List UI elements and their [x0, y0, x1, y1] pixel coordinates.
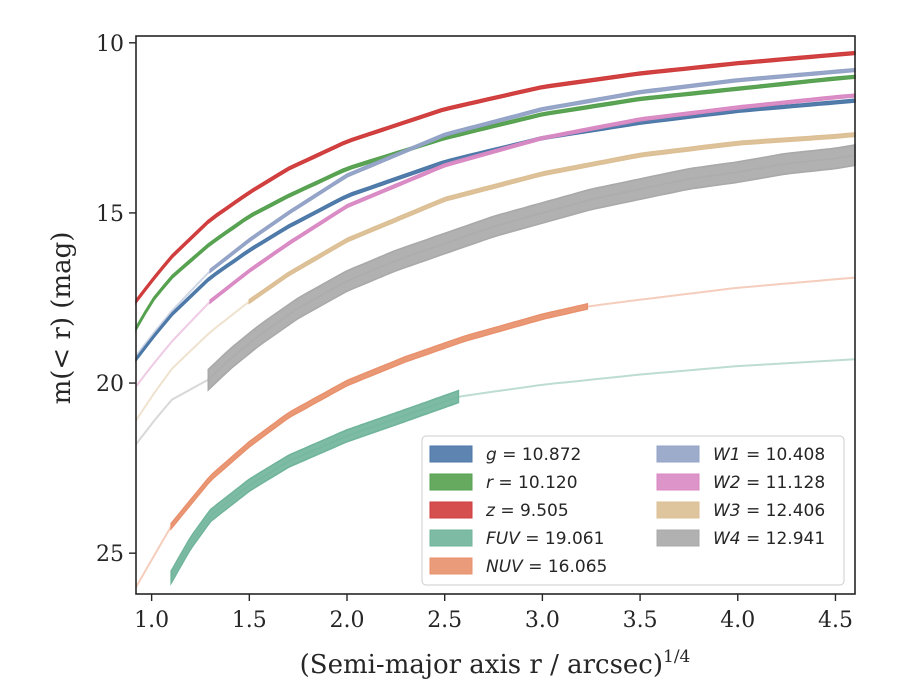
x-tick-label: 2.5 — [427, 608, 462, 633]
legend-label: g = 10.872 — [486, 445, 581, 465]
y-axis-label: m(< r) (mag) — [47, 232, 77, 405]
legend-label: NUV = 16.065 — [486, 557, 607, 577]
legend-swatch — [656, 501, 700, 519]
legend-entry-z: z = 9.505 — [429, 501, 569, 521]
legend-label: W4 = 12.941 — [713, 529, 825, 549]
series-fuv-band — [170, 389, 460, 586]
y-tick-label: 15 — [96, 202, 124, 227]
legend-swatch — [429, 473, 473, 491]
x-tick-label: 4.5 — [818, 608, 853, 633]
y-tick-label: 10 — [96, 32, 124, 57]
legend-swatch — [656, 473, 700, 491]
x-tick-label: 1.0 — [134, 608, 169, 633]
series-fuv — [170, 358, 856, 586]
legend-entry-w3: W3 = 12.406 — [656, 501, 825, 521]
series-nuv-band — [170, 302, 589, 531]
x-ticks: 1.0 1.5 2.0 2.5 3.0 3.5 4.0 4.5 — [134, 594, 853, 633]
legend-swatch — [429, 445, 473, 463]
legend-label: W2 = 11.128 — [713, 473, 825, 493]
legend-entry-r: r = 10.120 — [429, 473, 578, 493]
legend-swatch — [429, 529, 473, 547]
legend-swatch — [429, 501, 473, 519]
series-nuv — [135, 276, 856, 588]
x-tick-label: 4.0 — [720, 608, 755, 633]
x-tick-label: 3.5 — [623, 608, 658, 633]
x-tick-label: 2.0 — [330, 608, 365, 633]
legend-entry-w1: W1 = 10.408 — [656, 445, 825, 465]
legend-label: z = 9.505 — [485, 501, 569, 521]
legend-entry-g: g = 10.872 — [429, 445, 581, 465]
legend-label: W3 = 12.406 — [713, 501, 825, 521]
series-layer — [135, 50, 856, 588]
legend-label: W1 = 10.408 — [713, 445, 825, 465]
legend-swatch — [656, 445, 700, 463]
y-tick-label: 20 — [96, 372, 124, 397]
legend-entry-fuv: FUV = 19.061 — [429, 529, 604, 549]
x-tick-label: 1.5 — [232, 608, 267, 633]
legend-swatch — [429, 557, 473, 575]
legend-swatch — [656, 529, 700, 547]
y-ticks: 10 15 20 25 — [96, 32, 136, 567]
legend-entry-w2: W2 = 11.128 — [656, 473, 825, 493]
x-axis-label: (Semi-major axis r / arcsec)1/4 — [300, 647, 691, 680]
legend: g = 10.872 r = 10.120 z = 9.505 FUV = 19.06… — [421, 435, 845, 586]
legend-label: FUV = 19.061 — [486, 529, 604, 549]
x-tick-label: 3.0 — [525, 608, 560, 633]
legend-entry-nuv: NUV = 16.065 — [429, 557, 607, 577]
legend-entry-w4: W4 = 12.941 — [656, 529, 825, 549]
legend-frame — [421, 435, 845, 586]
plot-frame — [135, 35, 856, 595]
legend-label: r = 10.120 — [486, 473, 578, 493]
y-tick-label: 25 — [96, 542, 124, 567]
